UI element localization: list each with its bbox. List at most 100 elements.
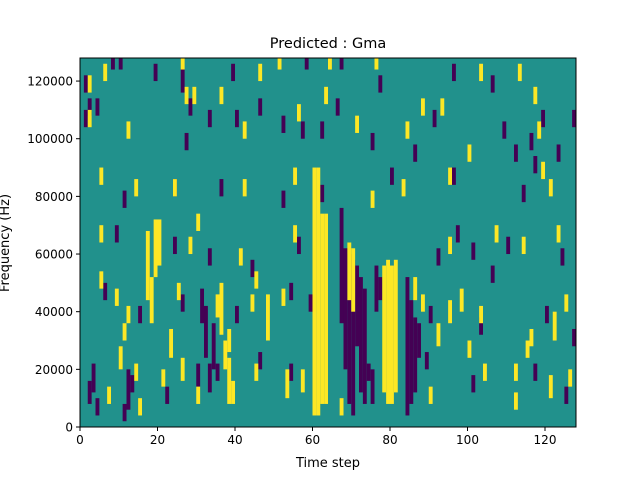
heatmap-cell-high <box>421 294 425 312</box>
heatmap-cell-low <box>355 265 360 347</box>
heatmap-cell-low <box>289 363 294 381</box>
heatmap-cell-low <box>343 248 348 370</box>
heatmap-cell-high <box>355 115 360 133</box>
x-axis-label: Time step <box>295 456 360 471</box>
heatmap-cell-high <box>459 288 464 312</box>
heatmap-cell-low <box>560 248 565 266</box>
heatmap-cell-high <box>285 369 290 399</box>
heatmap-cell-high <box>250 294 255 312</box>
y-tick-label: 0 <box>65 421 73 435</box>
heatmap-cell-low <box>506 236 511 255</box>
heatmap-cell-low <box>204 305 208 358</box>
heatmap-cell-low <box>436 248 441 266</box>
heatmap-cell-high <box>157 219 162 266</box>
heatmap-cell-high <box>541 161 546 180</box>
heatmap-cell-low <box>95 98 100 116</box>
heatmap-cell-high <box>134 363 139 381</box>
heatmap-cell-low <box>335 98 340 116</box>
heatmap-cell-low <box>211 323 216 370</box>
heatmap-cell-high <box>382 265 387 393</box>
y-tick-label: 40000 <box>35 305 73 319</box>
heatmap-cell-high <box>393 259 398 393</box>
heatmap-cell-low <box>556 144 561 162</box>
heatmap-cell-high <box>118 346 123 370</box>
heatmap-cell-low <box>91 363 96 393</box>
heatmap-cell-low <box>258 98 263 116</box>
heatmap-cell-high <box>533 86 538 105</box>
heatmap-cell-low <box>521 184 526 203</box>
heatmap-cell-high <box>479 63 484 82</box>
heatmap-cell-high <box>242 121 247 139</box>
heatmap-cell-low <box>572 109 577 128</box>
heatmap-cell-high <box>448 167 453 185</box>
heatmap-cell-high <box>223 340 228 370</box>
heatmap-cell-low <box>180 294 185 312</box>
heatmap-cell-high <box>479 305 484 324</box>
heatmap-cell-low <box>207 248 212 266</box>
heatmap-cell-low <box>188 98 193 116</box>
heatmap-cell-high <box>483 363 487 381</box>
heatmap-cell-high <box>293 167 298 185</box>
heatmap-cell-low <box>87 98 92 116</box>
heatmap-cell-low <box>529 132 534 151</box>
heatmap-cell-low <box>87 380 92 404</box>
plot-area-frame <box>79 57 577 428</box>
y-tick-label: 80000 <box>35 190 73 204</box>
heatmap-cell-high <box>99 167 104 185</box>
heatmap-cell-low <box>95 398 100 416</box>
heatmap-cell-high <box>87 75 92 93</box>
heatmap-cell-low <box>351 259 356 416</box>
x-tick-label: 100 <box>456 433 479 447</box>
heatmap-cell-low <box>378 277 383 301</box>
heatmap-cell-low <box>339 207 344 324</box>
heatmap-cell-low <box>424 352 429 370</box>
heatmap-cell-high <box>254 363 259 381</box>
heatmap-cell-low <box>281 115 286 133</box>
heatmap-cell-high <box>87 109 92 128</box>
heatmap-cell-high <box>122 323 127 341</box>
heatmap-cell-high <box>103 63 108 82</box>
heatmap-cell-high <box>494 225 499 243</box>
heatmap-cell-low <box>432 109 437 128</box>
heatmap-cell-high <box>300 369 305 393</box>
heatmap-cell-low <box>83 75 88 93</box>
heatmap-cell-high <box>440 98 445 116</box>
heatmap-cell-high <box>467 144 472 162</box>
heatmap-cell-low <box>308 294 313 312</box>
heatmap-cell-low <box>479 317 484 335</box>
heatmap-cell-low <box>153 63 158 82</box>
heatmap-cell-low <box>374 265 379 312</box>
heatmap-cell-high <box>568 369 573 387</box>
heatmap-cell-low <box>320 121 325 139</box>
heatmap-cell-high <box>188 236 193 255</box>
heatmap-cell-high <box>351 248 356 312</box>
heatmap-cell-high <box>99 225 104 243</box>
heatmap-cell-low <box>235 109 239 128</box>
heatmap-cell-high <box>347 242 352 301</box>
heatmap-cell-low <box>471 242 476 260</box>
heatmap-cell-high <box>281 288 286 306</box>
heatmap-cell-high <box>266 294 270 341</box>
heatmap-cell-high <box>134 179 139 197</box>
y-tick-label: 100000 <box>27 132 73 146</box>
heatmap-cell-low <box>572 328 577 347</box>
heatmap-cell-low <box>370 369 375 404</box>
heatmap-cell-high <box>517 63 522 82</box>
heatmap-cell-high <box>153 219 158 278</box>
y-axis: 0 20000 40000 60000 80000 100000 120000 <box>27 75 80 435</box>
heatmap-cell-low <box>250 259 255 278</box>
heatmap-cell-low <box>231 63 236 82</box>
x-tick-label: 120 <box>534 433 557 447</box>
heatmap-cell-high <box>556 225 561 243</box>
heatmap-cell-high <box>114 288 119 306</box>
heatmap-cell-high <box>196 386 201 404</box>
heatmap-cell-high <box>277 58 282 70</box>
heatmap-cell-low <box>339 58 344 70</box>
heatmap-cell-low <box>362 288 367 404</box>
heatmap-cell-high <box>548 179 553 197</box>
x-tick-label: 80 <box>382 433 397 447</box>
heatmap-cell-high <box>173 179 177 197</box>
heatmap-cell-low <box>455 225 460 243</box>
heatmap-cell-high <box>390 265 394 404</box>
heatmap-cell-high <box>180 58 185 70</box>
